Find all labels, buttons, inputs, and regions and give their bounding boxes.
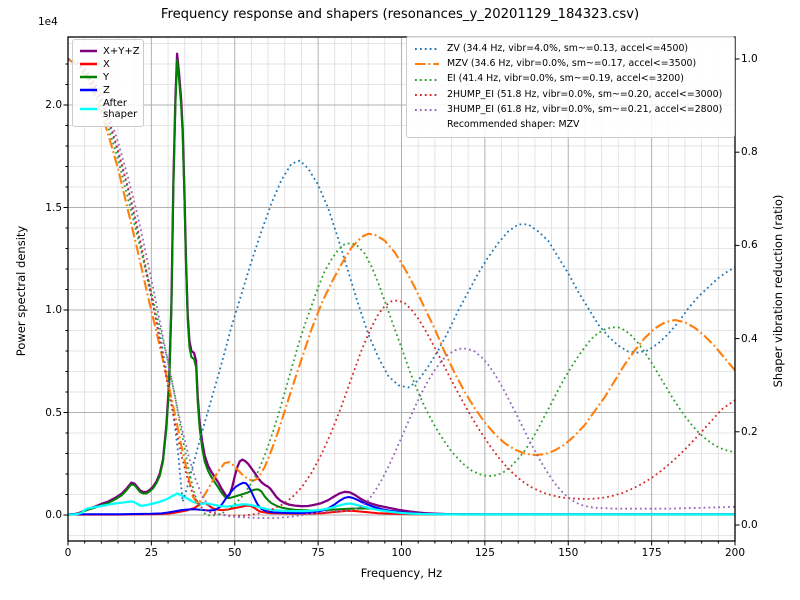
y-left-tick-label: 0.5 bbox=[45, 406, 62, 419]
y-right-tick-label: 0.2 bbox=[741, 425, 758, 438]
x-axis-label: Frequency, Hz bbox=[360, 566, 443, 580]
legend-line-sample bbox=[415, 93, 439, 96]
legend-line-sample bbox=[415, 78, 439, 81]
series-mzv-line bbox=[68, 58, 735, 506]
legend-shapers: ZV (34.4 Hz, vibr=4.0%, sm~=0.13, accel<… bbox=[406, 36, 735, 139]
legend-item: Z bbox=[79, 85, 137, 97]
legend-item: Y bbox=[79, 72, 137, 84]
x-tick-label: 150 bbox=[558, 547, 579, 559]
legend-line-sample bbox=[415, 63, 439, 66]
legend-item-label: X bbox=[103, 58, 110, 70]
legend-item-label: 2HUMP_EI (51.8 Hz, vibr=0.0%, sm~=0.20, … bbox=[447, 88, 723, 100]
x-tick-label: 100 bbox=[391, 547, 412, 559]
y-right-tick-label: 1.0 bbox=[741, 53, 758, 65]
y-right-tick-label: 0.0 bbox=[741, 519, 758, 531]
y-axis-label-left: Power spectral density bbox=[14, 225, 28, 357]
legend-item-label: Z bbox=[103, 84, 110, 96]
y-left-tick-label: 0.0 bbox=[45, 509, 62, 521]
series-z-line bbox=[68, 481, 735, 516]
legend-item-label: Y bbox=[103, 71, 110, 83]
legend-line-sample bbox=[80, 76, 97, 79]
legend-item-label: MZV (34.6 Hz, vibr=0.0%, sm~=0.17, accel… bbox=[447, 58, 697, 70]
x-tick-label: 50 bbox=[228, 547, 242, 559]
legend-item-label: After shaper bbox=[103, 97, 138, 121]
legend-line-sample bbox=[80, 63, 97, 66]
recommended-shaper-label: Recommended shaper: MZV bbox=[447, 119, 580, 131]
series-x-line bbox=[68, 502, 735, 516]
series-ei-line bbox=[68, 58, 735, 517]
y-left-tick-label: 1.5 bbox=[45, 201, 62, 214]
x-tick-label: 75 bbox=[311, 547, 325, 559]
y-axis-label-right: Shaper vibration reduction (ratio) bbox=[771, 194, 785, 388]
legend-psd: X+Y+Z X Y Z After shaper bbox=[72, 39, 144, 127]
x-tick-label: 125 bbox=[474, 547, 495, 559]
legend-item-label: X+Y+Z bbox=[103, 45, 140, 57]
x-tick-label: 200 bbox=[724, 547, 746, 559]
legend-line-sample bbox=[415, 108, 439, 111]
y-right-tick-label: 0.6 bbox=[741, 239, 758, 252]
legend-footer: Recommended shaper: MZV bbox=[414, 118, 727, 132]
legend-item-label: 3HUMP_EI (61.8 Hz, vibr=0.0%, sm~=0.21, … bbox=[447, 103, 723, 115]
legend-item: ZV (34.4 Hz, vibr=4.0%, sm~=0.13, accel<… bbox=[414, 42, 727, 56]
legend-line-sample bbox=[80, 89, 97, 92]
legend-item-label: EI (41.4 Hz, vibr=0.0%, sm~=0.19, accel<… bbox=[447, 73, 684, 85]
legend-item-label: ZV (34.4 Hz, vibr=4.0%, sm~=0.13, accel<… bbox=[447, 43, 689, 54]
legend-item: X bbox=[79, 59, 137, 71]
legend-item: MZV (34.6 Hz, vibr=0.0%, sm~=0.17, accel… bbox=[414, 57, 727, 71]
legend-item: X+Y+Z bbox=[79, 45, 140, 58]
chart-title: Frequency response and shapers (resonanc… bbox=[160, 7, 640, 22]
series-zv-line bbox=[68, 58, 735, 503]
legend-line-sample bbox=[80, 50, 97, 53]
legend-item: 2HUMP_EI (51.8 Hz, vibr=0.0%, sm~=0.20, … bbox=[414, 88, 727, 102]
y-right-tick-label: 0.8 bbox=[741, 146, 758, 159]
legend-line-sample bbox=[415, 48, 439, 51]
legend-line-sample bbox=[80, 107, 97, 111]
y-right-tick-label: 0.4 bbox=[741, 332, 758, 345]
x-tick-label: 175 bbox=[641, 547, 662, 559]
series-x-y-z-line bbox=[68, 52, 735, 516]
x-tick-label: 0 bbox=[64, 547, 72, 559]
legend-item: EI (41.4 Hz, vibr=0.0%, sm~=0.19, accel<… bbox=[414, 72, 727, 86]
y-left-tick-label: 2.0 bbox=[45, 99, 62, 111]
y-axis-offset-label: 1e4 bbox=[38, 16, 58, 28]
x-tick-label: 25 bbox=[144, 547, 159, 559]
legend-item: After shaper bbox=[79, 98, 137, 121]
series-2hump_ei-line bbox=[68, 58, 735, 517]
y-left-tick-label: 1.0 bbox=[45, 304, 62, 316]
legend-item: 3HUMP_EI (61.8 Hz, vibr=0.0%, sm~=0.21, … bbox=[414, 103, 727, 117]
series-after-shaper-line bbox=[68, 492, 735, 516]
